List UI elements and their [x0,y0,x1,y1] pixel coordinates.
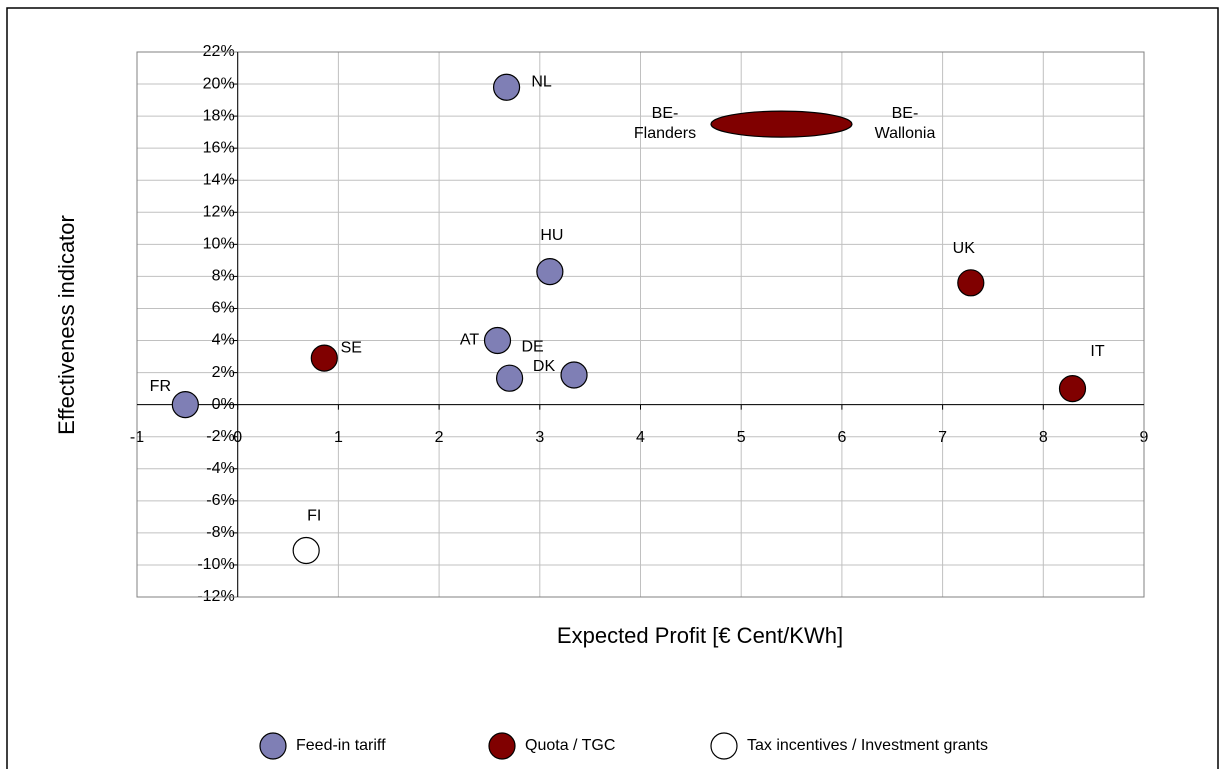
y-axis-title: Effectiveness indicator [54,215,79,435]
point-label: DK [533,358,556,375]
point [560,361,588,389]
y-tick-label: -2% [206,428,234,445]
point [171,391,199,419]
point [495,364,524,392]
point [536,258,564,286]
x-tick-label: 2 [435,429,444,446]
x-tick-label: 5 [737,429,746,446]
plot-border [136,51,1145,598]
point-label: UK [953,240,976,257]
x-tick-label: 7 [938,429,947,446]
range-ellipse [710,110,853,138]
point-label: BE-Flanders [634,105,696,142]
y-tick-label: 12% [203,204,235,221]
point [310,344,338,372]
x-tick-label: 4 [636,429,645,446]
point-label: AT [460,332,479,349]
y-tick-label: 10% [203,236,235,253]
point [292,536,320,565]
legend-swatch [488,732,516,760]
y-tick-label: 2% [212,364,235,381]
y-tick-label: -6% [206,492,234,509]
x-tick-label: 3 [535,429,544,446]
x-tick-label: 8 [1039,429,1048,446]
y-tick-label: 8% [212,268,235,285]
x-axis-title: Expected Profit [€ Cent/KWh] [557,623,843,648]
y-tick-label: -8% [206,524,234,541]
legend-label: Tax incentives / Investment grants [747,737,988,754]
point-label: FI [307,508,321,525]
point-label: DE [521,338,543,355]
y-tick-label: 20% [203,75,235,92]
point-label: HU [540,227,563,244]
point [957,269,985,297]
y-tick-label: 6% [212,300,235,317]
point-label: BE-Wallonia [875,105,936,142]
y-tick-label: 14% [203,171,235,188]
legend-swatch [259,732,287,760]
point-label: FR [150,378,171,395]
point-label: NL [531,73,552,90]
y-tick-label: -4% [206,460,234,477]
y-tick-label: -10% [197,556,234,573]
y-tick-label: 18% [203,107,235,124]
y-tick-label: 16% [203,139,235,156]
point [483,326,512,355]
legend-swatch [710,732,738,760]
point [1058,375,1087,403]
y-tick-label: 4% [212,332,235,349]
legend-label: Feed-in tariff [296,737,386,754]
x-tick-label: 6 [837,429,846,446]
point-label: IT [1090,343,1104,360]
legend-label: Quota / TGC [525,737,615,754]
point [492,73,521,101]
chart-border [6,7,1219,769]
x-tick-label: 1 [334,429,343,446]
point-label: SE [341,339,362,356]
